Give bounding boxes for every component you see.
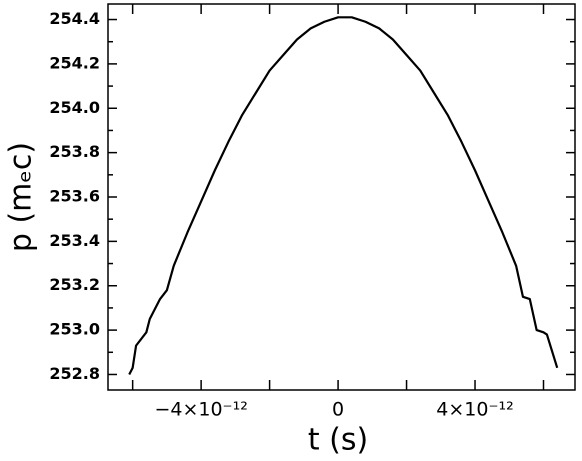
plot-frame <box>107 3 576 391</box>
y-tick-label: 254.2 <box>49 53 100 72</box>
x-tick-label: −4×10⁻¹² <box>154 399 247 421</box>
y-tick-label: 253.8 <box>49 142 100 161</box>
y-tick-label: 253.2 <box>49 275 100 294</box>
y-axis-title: p (mₑc) <box>4 142 39 252</box>
y-tick-label: 254.0 <box>49 98 100 117</box>
x-axis-title: t (s) <box>308 423 368 458</box>
y-tick-label: 253.4 <box>49 231 100 250</box>
y-tick-label: 253.6 <box>49 187 100 206</box>
x-tick-label: 0 <box>332 399 344 421</box>
x-tick-label: 4×10⁻¹² <box>436 399 513 421</box>
y-tick-label: 254.4 <box>49 9 100 28</box>
data-curve <box>128 16 559 375</box>
y-tick-label: 252.8 <box>49 364 100 383</box>
y-tick-label: 253.0 <box>49 320 100 339</box>
